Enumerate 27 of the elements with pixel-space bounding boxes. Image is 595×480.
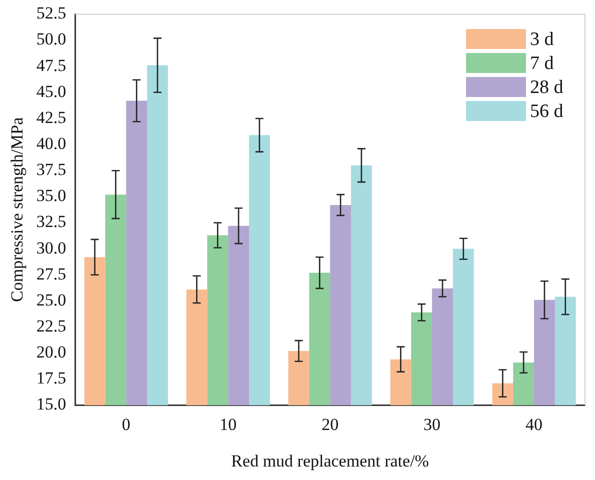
- y-tick-label: 27.5: [36, 264, 66, 284]
- y-tick-label: 25.0: [36, 290, 66, 310]
- y-tick-label: 35.0: [36, 186, 66, 206]
- y-tick-label: 42.5: [36, 108, 66, 127]
- legend-label: 28 d: [530, 76, 564, 98]
- x-tick-label: 0: [122, 414, 130, 434]
- x-tick-label: 10: [220, 414, 237, 434]
- y-tick-label: 45.0: [36, 82, 66, 101]
- y-tick-label: 20.0: [36, 342, 66, 362]
- y-tick-label: 52.5: [36, 4, 66, 23]
- legend-label: 3 d: [530, 28, 554, 50]
- x-tick-label: 40: [526, 414, 543, 434]
- y-tick-label: 32.5: [36, 212, 66, 232]
- y-tick-label: 40.0: [36, 134, 66, 153]
- y-tick-label: 22.5: [36, 316, 66, 336]
- y-tick-label: 17.5: [36, 368, 66, 388]
- x-axis-title: Red mud replacement rate/%: [231, 451, 429, 470]
- y-tick-label: 30.0: [36, 238, 66, 258]
- y-tick-label: 15.0: [36, 394, 66, 414]
- y-tick-label: 47.5: [36, 56, 66, 75]
- y-tick-label: 37.5: [36, 160, 66, 180]
- legend-label: 7 d: [530, 52, 554, 74]
- legend-label: 56 d: [530, 100, 564, 122]
- y-axis-title: Compressive strength/MPa: [8, 116, 27, 302]
- y-tick-label: 50.0: [36, 30, 66, 49]
- x-tick-label: 20: [322, 414, 339, 434]
- x-tick-label: 30: [424, 414, 441, 434]
